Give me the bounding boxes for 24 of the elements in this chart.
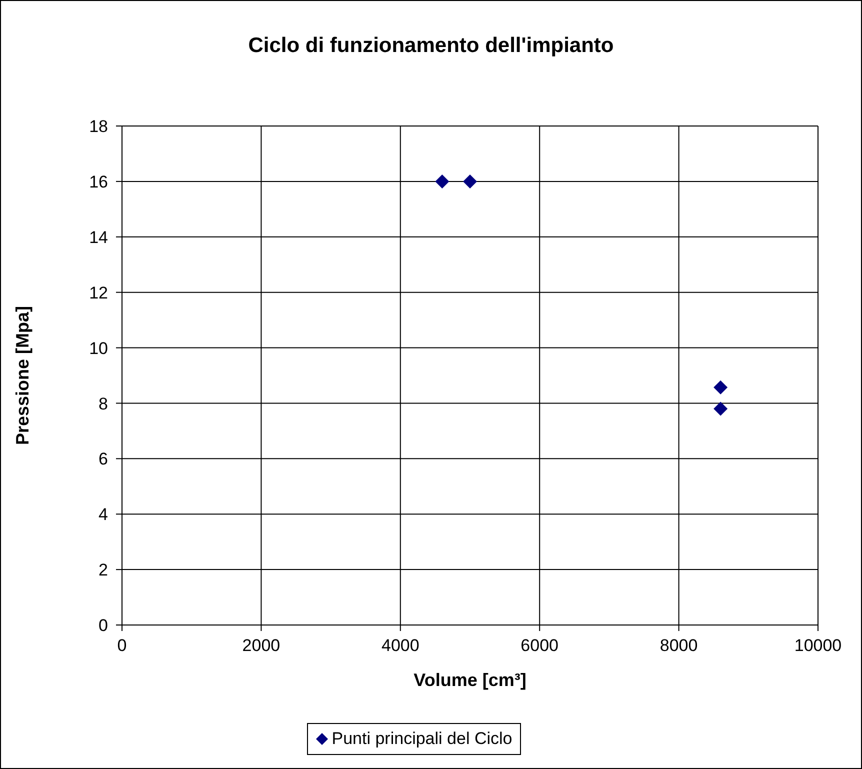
y-tick-label: 4 — [98, 505, 108, 524]
y-tick-label: 14 — [89, 228, 108, 247]
y-tick-label: 0 — [98, 616, 108, 636]
y-tick-label: 18 — [89, 117, 108, 136]
point — [714, 402, 728, 416]
y-tick-label: 2 — [98, 560, 108, 580]
y-tick-label: 8 — [98, 394, 108, 414]
y-axis-title: Pressione [Mpa] — [12, 306, 32, 446]
y-tick-label: 12 — [89, 283, 108, 302]
point — [435, 174, 450, 188]
x-tick-label: 8000 — [660, 636, 698, 656]
y-tick-label: 10 — [89, 338, 108, 358]
y-tick-label: 16 — [89, 172, 108, 192]
x-tick-label: 4000 — [381, 636, 420, 656]
legend-label: Punti principali del Ciclo — [330, 729, 512, 749]
x-tick-label: 0 — [117, 636, 127, 656]
x-tick-label: 10000 — [794, 636, 842, 656]
point — [463, 174, 477, 188]
x-tick-label: 6000 — [520, 636, 559, 656]
point — [714, 380, 728, 394]
y-tick-label: 6 — [98, 450, 108, 469]
x-tick-label: 2000 — [242, 636, 280, 656]
chart-title: Ciclo di funzionamento dell'impianto — [247, 34, 615, 58]
x-axis-title: Volume [cm³] — [414, 670, 526, 690]
